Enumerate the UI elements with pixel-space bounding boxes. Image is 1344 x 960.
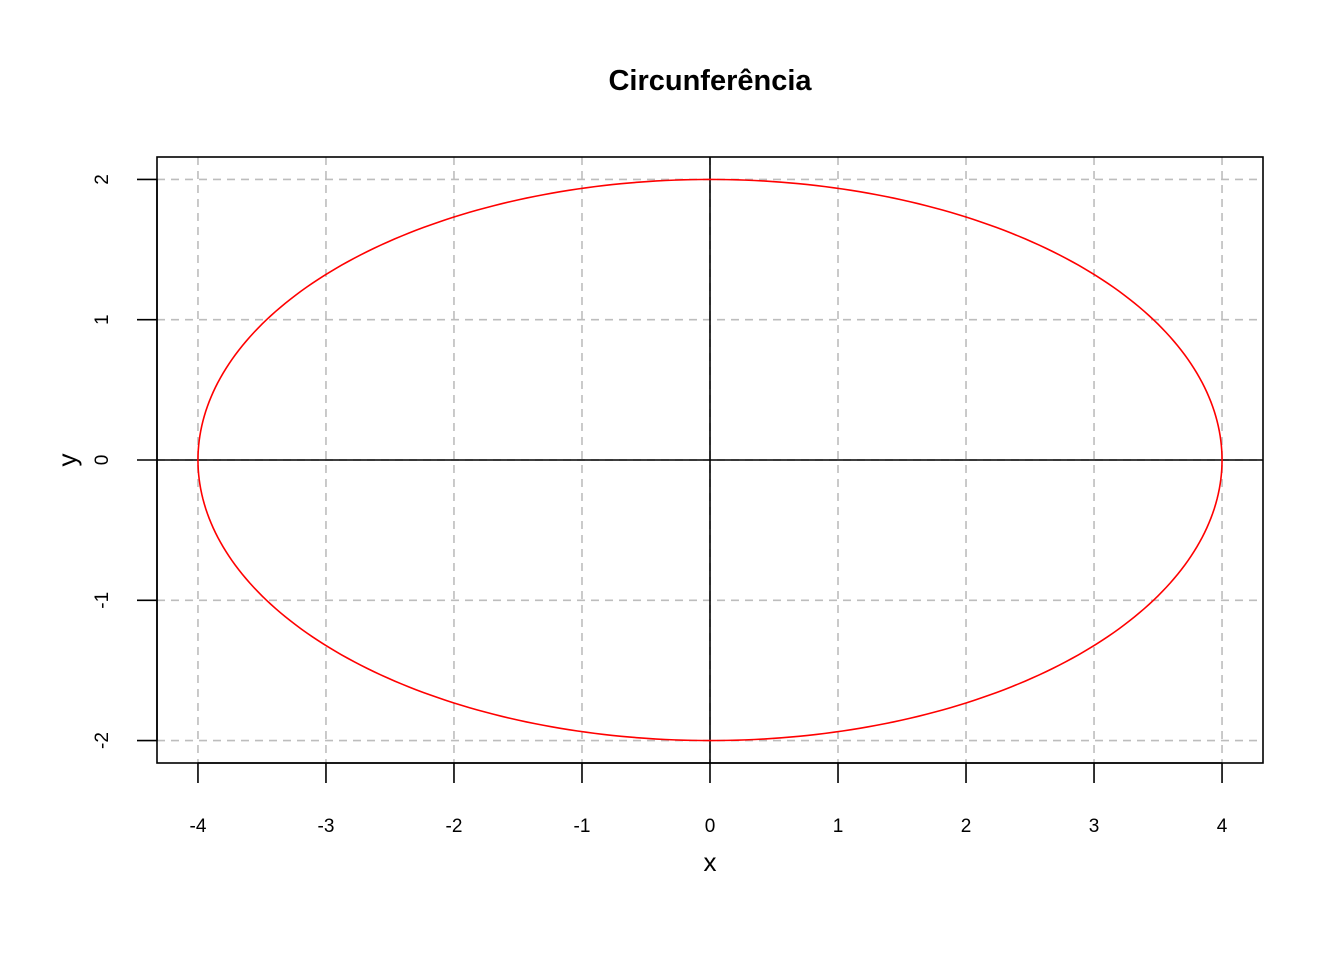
x-tick-label: 0 bbox=[705, 816, 716, 837]
x-axis-label: x bbox=[704, 847, 717, 877]
series-line bbox=[197, 178, 1223, 742]
y-tick-label: 0 bbox=[92, 455, 113, 466]
y-tick-label: 2 bbox=[92, 174, 113, 185]
x-tick-label: -3 bbox=[318, 816, 335, 837]
x-tick-label: 4 bbox=[1217, 816, 1228, 837]
x-tick-label: -1 bbox=[574, 816, 591, 837]
y-tick-label: 1 bbox=[92, 314, 113, 325]
chart-title: Circunferência bbox=[608, 65, 812, 97]
y-axis-label: y bbox=[52, 454, 82, 467]
x-tick-label: 2 bbox=[961, 816, 972, 837]
reference-lines bbox=[157, 157, 1263, 763]
x-tick-label: 3 bbox=[1089, 816, 1100, 837]
series-layer bbox=[197, 178, 1223, 742]
x-tick-label: 1 bbox=[833, 816, 844, 837]
x-tick-label: -4 bbox=[190, 816, 207, 837]
x-axis: -4 -3 -2 -1 0 1 2 3 4 bbox=[190, 762, 1228, 837]
y-tick-label: -2 bbox=[92, 732, 113, 749]
x-tick-label: -2 bbox=[446, 816, 463, 837]
y-axis: -2 -1 0 1 2 bbox=[92, 174, 158, 749]
y-tick-label: -1 bbox=[92, 592, 113, 609]
